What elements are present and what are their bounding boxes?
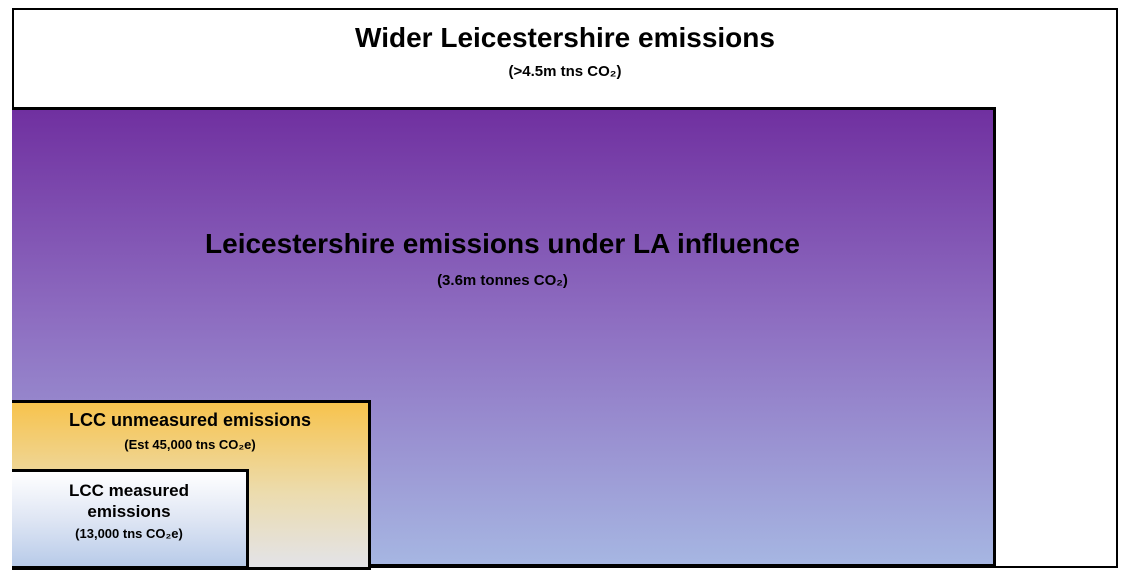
box-title: Leicestershire emissions under LA influe… — [205, 228, 800, 259]
page: Wider Leicestershire emissions (>4.5m tn… — [12, 8, 1118, 570]
box-subtitle: (Est 45,000 tns CO₂e) — [124, 437, 256, 452]
box-subtitle: (3.6m tonnes CO₂) — [437, 272, 568, 289]
box-title: LCC unmeasured emissions — [68, 410, 312, 430]
box-subtitle: (>4.5m tns CO₂) — [508, 63, 622, 80]
measured-box: LCC measured emissions (13,000 tns CO₂e) — [12, 469, 249, 569]
box-title: LCC measured emissions — [69, 481, 189, 521]
box-title: Wider Leicestershire emissions — [355, 22, 775, 53]
box-subtitle: (13,000 tns CO₂e) — [75, 526, 183, 541]
